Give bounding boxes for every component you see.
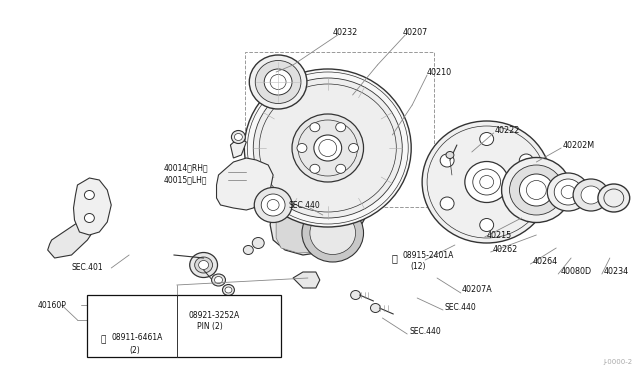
Text: 40080D: 40080D bbox=[560, 267, 591, 276]
Ellipse shape bbox=[598, 184, 630, 212]
Text: PIN (2): PIN (2) bbox=[196, 323, 223, 331]
Ellipse shape bbox=[244, 69, 412, 227]
Ellipse shape bbox=[422, 121, 551, 243]
Text: 08915-2401A: 08915-2401A bbox=[403, 250, 454, 260]
Text: 40262: 40262 bbox=[493, 246, 518, 254]
Text: 40207A: 40207A bbox=[462, 285, 493, 295]
Ellipse shape bbox=[480, 132, 493, 145]
Text: 40264: 40264 bbox=[532, 257, 557, 266]
Bar bbox=[245, 52, 434, 207]
Ellipse shape bbox=[232, 131, 245, 144]
Ellipse shape bbox=[264, 69, 292, 95]
Ellipse shape bbox=[225, 287, 232, 293]
Ellipse shape bbox=[234, 134, 243, 141]
Ellipse shape bbox=[214, 276, 223, 283]
Ellipse shape bbox=[84, 214, 94, 222]
Ellipse shape bbox=[371, 304, 380, 312]
Text: SEC.440: SEC.440 bbox=[288, 201, 320, 209]
Ellipse shape bbox=[297, 144, 307, 153]
Text: 40160P: 40160P bbox=[38, 301, 67, 310]
Bar bbox=[245, 52, 434, 207]
Polygon shape bbox=[270, 162, 372, 255]
Text: 40210: 40210 bbox=[427, 67, 452, 77]
Ellipse shape bbox=[440, 197, 454, 210]
Ellipse shape bbox=[250, 55, 307, 109]
Ellipse shape bbox=[243, 246, 253, 254]
Ellipse shape bbox=[223, 285, 234, 295]
Ellipse shape bbox=[554, 179, 582, 205]
Text: (12): (12) bbox=[410, 263, 426, 272]
Ellipse shape bbox=[336, 123, 346, 132]
Ellipse shape bbox=[198, 260, 209, 269]
Ellipse shape bbox=[336, 164, 346, 173]
Ellipse shape bbox=[465, 161, 509, 202]
Text: 40015〈LH〉: 40015〈LH〉 bbox=[164, 176, 207, 185]
Ellipse shape bbox=[254, 187, 292, 222]
Text: Ⓝ: Ⓝ bbox=[100, 336, 106, 344]
Text: 40207: 40207 bbox=[403, 28, 428, 36]
Ellipse shape bbox=[573, 179, 609, 211]
Ellipse shape bbox=[261, 194, 285, 216]
Ellipse shape bbox=[519, 154, 533, 167]
Ellipse shape bbox=[310, 212, 356, 254]
Text: SEC.440: SEC.440 bbox=[445, 304, 477, 312]
Ellipse shape bbox=[519, 197, 533, 210]
Ellipse shape bbox=[302, 204, 364, 262]
Ellipse shape bbox=[446, 151, 454, 158]
Ellipse shape bbox=[310, 164, 320, 173]
Text: 08921-3252A: 08921-3252A bbox=[189, 311, 240, 320]
Text: Ⓝ: Ⓝ bbox=[392, 253, 397, 263]
Polygon shape bbox=[47, 215, 97, 258]
Text: 40234: 40234 bbox=[604, 267, 629, 276]
Text: 40202M: 40202M bbox=[562, 141, 595, 150]
Ellipse shape bbox=[195, 257, 212, 273]
Ellipse shape bbox=[255, 61, 301, 103]
Ellipse shape bbox=[351, 291, 360, 299]
Ellipse shape bbox=[252, 237, 264, 248]
Text: 40222: 40222 bbox=[495, 125, 520, 135]
Polygon shape bbox=[293, 272, 320, 288]
Ellipse shape bbox=[310, 123, 320, 132]
Polygon shape bbox=[230, 138, 246, 158]
Ellipse shape bbox=[212, 274, 225, 286]
Ellipse shape bbox=[239, 301, 248, 309]
Text: J-0000-2: J-0000-2 bbox=[604, 359, 633, 365]
Text: (2): (2) bbox=[129, 346, 140, 355]
Text: SEC.440: SEC.440 bbox=[409, 327, 441, 337]
Ellipse shape bbox=[314, 135, 342, 161]
Ellipse shape bbox=[440, 154, 454, 167]
Polygon shape bbox=[276, 171, 365, 253]
Text: 40014〈RH〉: 40014〈RH〉 bbox=[164, 164, 209, 173]
Ellipse shape bbox=[349, 144, 358, 153]
Ellipse shape bbox=[509, 165, 563, 215]
Text: 40232: 40232 bbox=[333, 28, 358, 36]
Text: SEC.401: SEC.401 bbox=[72, 263, 103, 273]
Ellipse shape bbox=[502, 157, 571, 222]
Bar bbox=[88, 295, 281, 357]
Ellipse shape bbox=[189, 253, 218, 278]
Ellipse shape bbox=[292, 114, 364, 182]
Ellipse shape bbox=[520, 174, 553, 206]
Polygon shape bbox=[74, 178, 111, 235]
Text: 08911-6461A: 08911-6461A bbox=[111, 334, 163, 343]
Ellipse shape bbox=[253, 78, 403, 218]
Ellipse shape bbox=[84, 190, 94, 199]
Text: 40215: 40215 bbox=[486, 231, 512, 240]
Polygon shape bbox=[216, 158, 273, 210]
Ellipse shape bbox=[581, 186, 601, 204]
Ellipse shape bbox=[547, 173, 589, 211]
Ellipse shape bbox=[480, 218, 493, 231]
